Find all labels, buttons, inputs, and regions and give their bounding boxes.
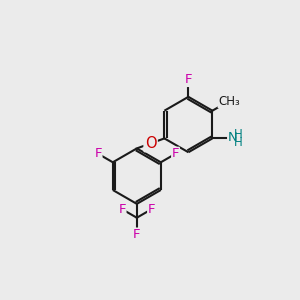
Text: F: F [118,203,126,216]
Text: O: O [145,136,156,151]
Text: F: F [94,147,102,160]
Text: F: F [148,203,155,216]
Text: H: H [234,136,243,149]
Text: F: F [133,228,141,241]
Text: F: F [172,147,179,160]
Text: H: H [234,128,243,141]
Text: CH₃: CH₃ [218,94,240,108]
Text: N: N [228,131,238,144]
Text: F: F [185,74,192,86]
